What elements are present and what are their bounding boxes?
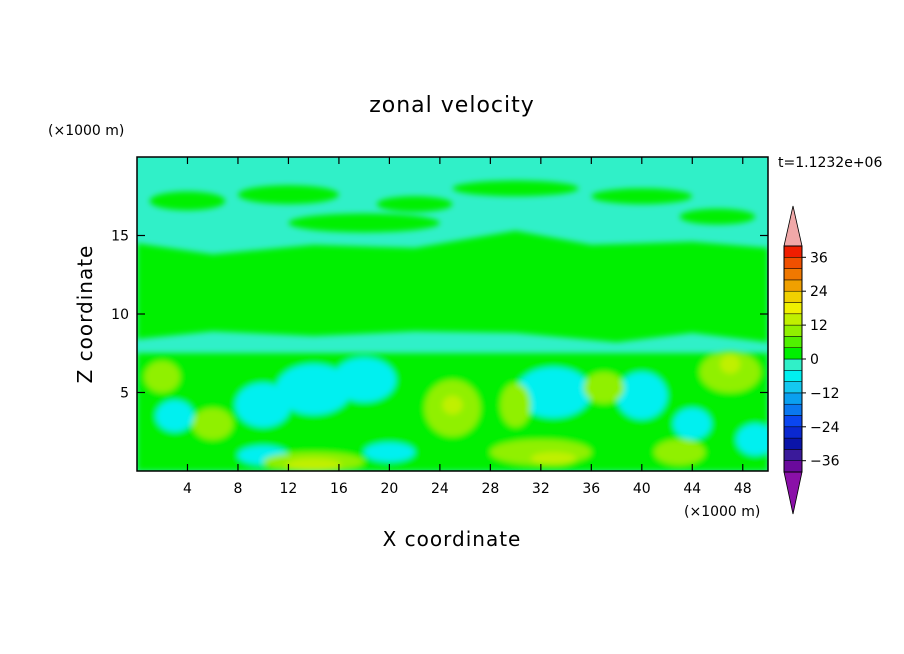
velocity-field [137,157,768,471]
field-patch [736,423,768,456]
time-label: t=1.1232e+06 [778,155,882,171]
x-tick-label: 40 [633,481,651,497]
colorbar-tick-label: −12 [810,386,840,402]
field-patch [616,372,668,420]
colorbar-segment [783,324,803,337]
y-axis-label: Z coordinate [73,245,97,384]
colorbar-segment [783,426,803,439]
field-patch [332,357,396,402]
x-axis-label: X coordinate [383,527,522,551]
field-patch [155,400,194,432]
field-patch [192,408,233,440]
field-patch [442,395,463,415]
colorbar-tick-label: −36 [810,454,840,470]
colorbar-segment [783,437,803,450]
x-tick-label: 32 [532,481,550,497]
field-patch [275,364,352,415]
x-tick-label: 8 [233,481,242,497]
y-tick-label: 10 [111,307,129,323]
colorbar-segment [783,381,803,394]
field-patch [288,213,440,233]
field-patch [591,188,693,205]
colorbar-over-triangle [783,205,803,247]
field-patch [376,196,453,212]
field-patch [515,367,592,418]
field-band [137,230,768,343]
x-tick-label: 20 [380,481,398,497]
colorbar-segment [783,279,803,292]
colorbar-segment [783,449,803,461]
field-patch [149,191,226,211]
field-patch [285,458,342,471]
x-tick-label: 44 [683,481,701,497]
y-tick-label: 15 [111,229,129,245]
colorbar-segment [783,392,803,405]
colorbar-segment [783,268,803,281]
colorbar-segment [783,358,803,371]
y-tick-label: 5 [120,386,129,402]
x-tick-label: 48 [734,481,752,497]
colorbar-segment [783,290,803,303]
colorbar-segment [783,347,803,360]
x-tick-label: 16 [330,481,348,497]
field-patch [654,439,705,465]
colorbar-tick-label: 36 [810,250,828,266]
field-patch [530,452,577,465]
colorbar-tick-label: 24 [810,284,828,300]
x-tick-label: 12 [280,481,298,497]
field-patch [144,361,180,393]
colorbar-segment [783,336,803,348]
colorbar: 36 24 12 0 −12 −24 −36 [783,205,840,515]
field-patch [720,354,741,374]
colorbar-under-triangle [783,471,803,515]
field-patch [583,372,625,404]
field-patch [673,408,712,440]
colorbar-tick-label: 0 [810,352,819,368]
field-patch [452,180,579,197]
field-patch [237,185,339,205]
x-tick-label: 4 [183,481,192,497]
colorbar-tick-label: 12 [810,318,828,334]
x-unit-label: (×1000 m) [684,504,760,520]
field-patch [679,208,756,225]
x-tick-label: 28 [481,481,499,497]
colorbar-tick-label: −24 [810,420,840,436]
colorbar-segment [783,245,803,258]
field-patch [364,442,415,462]
colorbar-segment [783,403,803,416]
x-tick-label: 36 [582,481,600,497]
colorbar-segment [783,302,803,315]
colorbar-segment [783,460,803,473]
x-tick-label: 24 [431,481,449,497]
y-unit-label: (×1000 m) [48,123,124,139]
colorbar-segment [783,257,803,269]
colorbar-segment [783,313,803,326]
field-patch [500,383,531,428]
chart-title: zonal velocity [369,93,535,118]
colorbar-segment [783,415,803,428]
colorbar-segment [783,370,803,382]
